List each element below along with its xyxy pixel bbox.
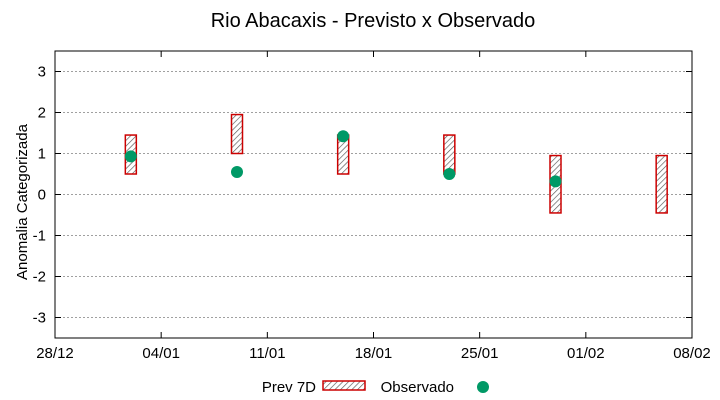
x-tick-label-4: 25/01 — [461, 345, 499, 362]
legend-label-observado: Observado — [381, 379, 454, 396]
forecast-range-box-5 — [655, 154, 668, 214]
forecast-range-box-1 — [230, 113, 244, 155]
observed-point-1 — [231, 165, 243, 178]
x-tick-label-1: 04/01 — [142, 345, 180, 362]
observed-point-0 — [124, 150, 137, 163]
observed-point-2 — [337, 130, 350, 143]
y-axis-ticks: 3 2 1 0 -1 -2 -3 — [33, 64, 692, 327]
forecast-range-series — [124, 113, 668, 214]
legend-swatch-observado — [477, 381, 489, 393]
legend-swatch-prev-7d — [322, 380, 366, 391]
plot-area-border — [54, 50, 693, 339]
legend-label-prev-7d: Prev 7D — [262, 379, 316, 396]
y-tick-label-2: 1 — [38, 146, 46, 163]
y-axis-label: Anomalia Categorizada — [14, 123, 31, 280]
x-tick-label-0: 28/12 — [36, 345, 74, 362]
x-tick-label-5: 01/02 — [567, 345, 605, 362]
grid-lines — [55, 71, 692, 318]
y-tick-label-5: -2 — [33, 269, 46, 286]
legend: Prev 7D Observado — [262, 379, 489, 396]
y-tick-label-0: 3 — [38, 64, 46, 81]
x-tick-label-3: 18/01 — [355, 345, 393, 362]
y-tick-label-4: -1 — [33, 228, 46, 245]
observed-series — [124, 130, 562, 188]
x-tick-label-6: 08/02 — [673, 345, 711, 362]
y-tick-label-1: 2 — [38, 105, 46, 122]
y-tick-label-3: 0 — [38, 187, 46, 204]
observed-point-3 — [443, 168, 456, 180]
x-tick-label-2: 11/01 — [249, 345, 285, 362]
x-axis-ticks: 28/12 04/01 11/01 18/01 25/01 01/02 08/02 — [36, 51, 711, 362]
observed-point-4 — [549, 175, 562, 188]
chart-title: Rio Abacaxis - Previsto x Observado — [211, 10, 536, 32]
y-tick-label-6: -3 — [33, 310, 46, 327]
